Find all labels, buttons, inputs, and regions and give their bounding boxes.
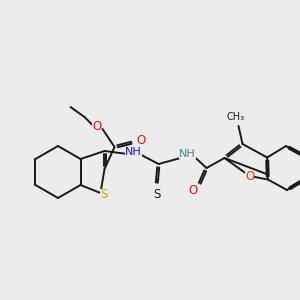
Text: CH₃: CH₃ xyxy=(226,112,244,122)
Text: O: O xyxy=(136,134,145,148)
Text: O: O xyxy=(245,169,254,182)
Text: S: S xyxy=(100,188,107,202)
Text: NH: NH xyxy=(125,147,142,157)
Text: O: O xyxy=(92,121,101,134)
Text: S: S xyxy=(153,188,160,200)
Text: O: O xyxy=(188,184,197,197)
Text: NH: NH xyxy=(179,149,196,159)
